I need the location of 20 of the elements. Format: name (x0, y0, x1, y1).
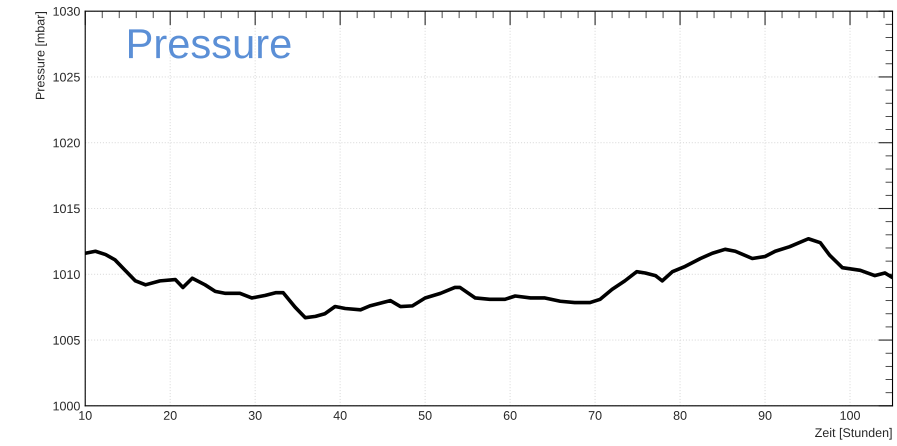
x-axis-title: Zeit [Stunden] (815, 428, 892, 440)
x-tick-label: 40 (333, 411, 347, 420)
x-tick-label: 80 (674, 411, 687, 420)
x-tick-label: 20 (164, 411, 177, 420)
y-tick-label: 1005 (54, 336, 80, 345)
x-tick-label: 50 (418, 411, 432, 420)
y-tick-label: 1020 (54, 138, 80, 148)
y-axis-title: Pressure [mbar] (35, 12, 47, 100)
x-tick-label: 10 (79, 411, 92, 420)
y-tick-label: 1015 (54, 204, 80, 214)
x-tick-label: 70 (588, 411, 602, 420)
y-tick-label: 1030 (54, 6, 80, 16)
y-tick-label: 1025 (54, 72, 80, 82)
x-tick-label: 100 (840, 411, 860, 420)
y-tick-label: 1010 (54, 270, 80, 279)
chart-title: Pressure (129, 29, 290, 58)
y-tick-label: 1000 (54, 402, 80, 411)
x-tick-label: 90 (758, 411, 772, 420)
x-tick-label: 30 (248, 411, 262, 420)
x-tick-label: 60 (504, 411, 517, 420)
